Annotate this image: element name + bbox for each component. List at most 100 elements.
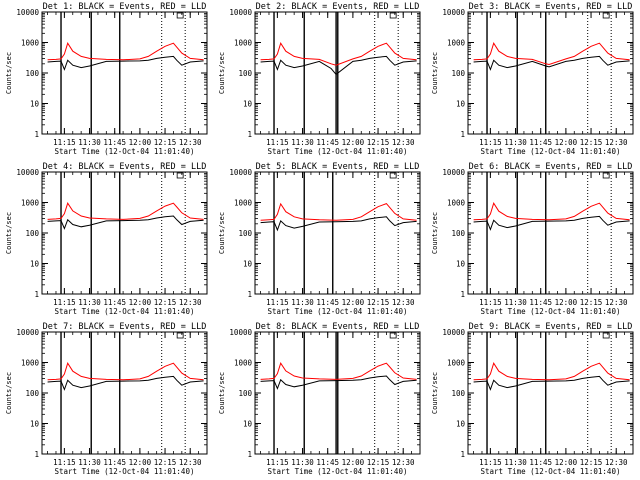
x-tick-label: 11:45: [529, 458, 552, 467]
x-tick-label: 11:45: [529, 138, 552, 147]
x-axis-label: Start Time (12-Oct-04 11:01:40): [268, 147, 408, 156]
y-tick-label: 1: [247, 130, 252, 139]
y-tick-label: 10: [243, 260, 253, 269]
plot-frame: [41, 171, 208, 295]
x-tick-label: 12:00: [342, 458, 365, 467]
x-tick-label: 12:00: [129, 298, 152, 307]
x-tick-label: 11:45: [316, 458, 339, 467]
y-tick-label: 1000: [21, 199, 40, 208]
x-tick-label: 12:15: [367, 138, 390, 147]
series-events-line: [473, 215, 630, 231]
y-tick-label: 10000: [442, 328, 465, 337]
x-axis-label: Start Time (12-Oct-04 11:01:40): [268, 307, 408, 316]
x-tick-label: 12:15: [154, 138, 177, 147]
x-tick-label: 12:15: [367, 298, 390, 307]
x-tick-label: 11:30: [504, 298, 527, 307]
y-tick-label: 1: [34, 450, 39, 459]
y-tick-label: 1: [460, 450, 465, 459]
y-tick-label: 10: [30, 260, 40, 269]
x-tick-label: 12:15: [154, 458, 177, 467]
series-events-line: [260, 216, 417, 232]
x-tick-label: 12:00: [129, 138, 152, 147]
y-tick-label: 10: [456, 260, 466, 269]
y-tick-label: 10000: [229, 328, 252, 337]
y-tick-label: 1: [460, 290, 465, 299]
detector-panel-4: Det 4: BLACK = Events, RED = LLD Counts/s…: [5, 162, 208, 316]
x-axis-label: Start Time (12-Oct-04 11:01:40): [481, 307, 621, 316]
x-tick-label: 11:45: [316, 138, 339, 147]
series-lld-line: [260, 42, 417, 66]
y-tick-label: 100: [238, 69, 252, 78]
series-events-line: [47, 215, 204, 230]
y-tick-label: 10000: [16, 328, 39, 337]
detector-panel-1: Det 1: BLACK = Events, RED = LLD Counts/s…: [5, 2, 208, 156]
series-events-line: [47, 55, 204, 71]
x-tick-label: 11:30: [291, 298, 314, 307]
series-lld-line: [473, 362, 630, 381]
x-tick-label: 12:30: [179, 458, 202, 467]
x-tick-label: 12:15: [154, 298, 177, 307]
x-axis-label: Start Time (12-Oct-04 11:01:40): [55, 147, 195, 156]
y-tick-label: 100: [238, 229, 252, 238]
y-tick-label: 10: [30, 100, 40, 109]
y-tick-label: 10: [456, 100, 466, 109]
y-tick-label: 1000: [234, 359, 253, 368]
x-tick-label: 11:15: [479, 458, 502, 467]
y-tick-label: 1: [247, 290, 252, 299]
x-tick-label: 11:30: [78, 458, 101, 467]
y-axis-label: Counts/sec: [5, 52, 13, 94]
y-axis-label: Counts/sec: [218, 212, 226, 254]
y-tick-label: 100: [25, 69, 39, 78]
x-tick-label: 12:15: [580, 458, 603, 467]
x-tick-label: 11:45: [103, 458, 126, 467]
x-tick-label: 12:30: [392, 138, 415, 147]
detector-panel-2: Det 2: BLACK = Events, RED = LLD Counts/s…: [218, 2, 421, 156]
y-tick-label: 10: [456, 420, 466, 429]
series-events-line: [47, 375, 204, 391]
x-tick-label: 11:15: [53, 298, 76, 307]
gap-marker: [389, 172, 397, 179]
x-tick-label: 11:15: [479, 298, 502, 307]
plot-frame: [467, 331, 634, 455]
gap-marker: [389, 12, 397, 19]
x-tick-label: 12:30: [179, 298, 202, 307]
x-axis-label: Start Time (12-Oct-04 11:01:40): [481, 147, 621, 156]
panel-title: Det 6: BLACK = Events, RED = LLD: [469, 162, 633, 172]
y-tick-label: 1: [247, 450, 252, 459]
y-tick-label: 1: [34, 130, 39, 139]
y-tick-label: 1000: [447, 359, 466, 368]
panel-title: Det 9: BLACK = Events, RED = LLD: [469, 322, 633, 332]
y-tick-label: 10: [30, 420, 40, 429]
y-tick-label: 1000: [447, 199, 466, 208]
y-tick-label: 100: [25, 229, 39, 238]
x-tick-label: 11:15: [266, 138, 289, 147]
x-tick-label: 12:30: [392, 298, 415, 307]
panel-title: Det 4: BLACK = Events, RED = LLD: [43, 162, 207, 172]
series-lld-line: [473, 202, 630, 221]
series-lld-line: [47, 42, 204, 61]
y-axis-label: Counts/sec: [431, 372, 439, 414]
x-tick-label: 11:45: [316, 298, 339, 307]
y-tick-label: 1000: [21, 39, 40, 48]
x-tick-label: 11:30: [78, 298, 101, 307]
x-tick-label: 11:15: [266, 458, 289, 467]
series-events-line: [260, 375, 417, 390]
x-axis-label: Start Time (12-Oct-04 11:01:40): [481, 467, 621, 476]
plot-frame: [467, 171, 634, 295]
x-tick-label: 11:30: [291, 458, 314, 467]
x-tick-label: 12:15: [367, 458, 390, 467]
y-tick-label: 100: [25, 389, 39, 398]
x-tick-label: 11:15: [53, 458, 76, 467]
x-tick-label: 12:00: [555, 298, 578, 307]
x-tick-label: 12:30: [605, 298, 628, 307]
panel-title: Det 2: BLACK = Events, RED = LLD: [256, 2, 420, 12]
x-tick-label: 12:00: [555, 138, 578, 147]
y-tick-label: 100: [238, 389, 252, 398]
x-axis-label: Start Time (12-Oct-04 11:01:40): [268, 467, 408, 476]
y-axis-label: Counts/sec: [5, 372, 13, 414]
gap-marker: [389, 332, 397, 339]
panel-title: Det 7: BLACK = Events, RED = LLD: [43, 322, 207, 332]
gap-marker: [602, 332, 610, 339]
y-tick-label: 1000: [21, 359, 40, 368]
